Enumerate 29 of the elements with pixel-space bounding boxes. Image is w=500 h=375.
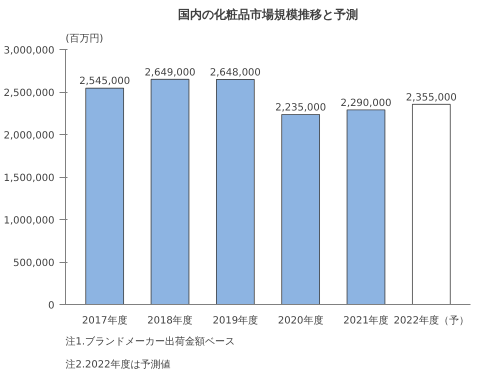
chart-title: 国内の化粧品市場規模推移と予測 bbox=[178, 8, 358, 22]
y-tick-label: 2,000,000 bbox=[4, 130, 55, 142]
y-tick-label: 1,500,000 bbox=[4, 173, 55, 184]
y-tick-label: 3,000,000 bbox=[4, 46, 55, 56]
bar bbox=[281, 114, 320, 304]
data-label: 2,235,000 bbox=[275, 102, 326, 114]
y-tick-label: 1,000,000 bbox=[4, 216, 55, 226]
bar bbox=[85, 88, 124, 304]
x-tick-label: 2020年度 bbox=[278, 314, 324, 326]
bar bbox=[150, 78, 190, 304]
text: 注1.ブランドメーカー出荷金額ベース bbox=[66, 336, 236, 348]
data-label: 2,648,000 bbox=[210, 67, 261, 78]
x-tick-label: 2022年度（予） bbox=[394, 314, 470, 326]
y-tick-label: 0 bbox=[48, 300, 55, 312]
x-tick-label: 2019年度 bbox=[212, 314, 258, 326]
x-tick-label: 2017年度 bbox=[82, 314, 128, 326]
y-axis-title: (百万円) bbox=[66, 34, 104, 44]
x-tick-label: 2018年度 bbox=[147, 314, 193, 326]
text: 注2.2022年度は予測値 bbox=[66, 358, 170, 370]
data-label: 2,290,000 bbox=[340, 98, 392, 109]
data-label: 2,355,000 bbox=[406, 92, 457, 104]
bar bbox=[216, 79, 255, 304]
data-label: 2,545,000 bbox=[79, 76, 130, 88]
bar bbox=[346, 109, 386, 304]
y-tick-label: 500,000 bbox=[13, 258, 55, 269]
data-label: 2,649,000 bbox=[144, 67, 196, 78]
x-tick-label: 2021年度 bbox=[343, 314, 389, 326]
y-tick-label: 2,500,000 bbox=[4, 88, 55, 99]
bar bbox=[412, 104, 451, 304]
